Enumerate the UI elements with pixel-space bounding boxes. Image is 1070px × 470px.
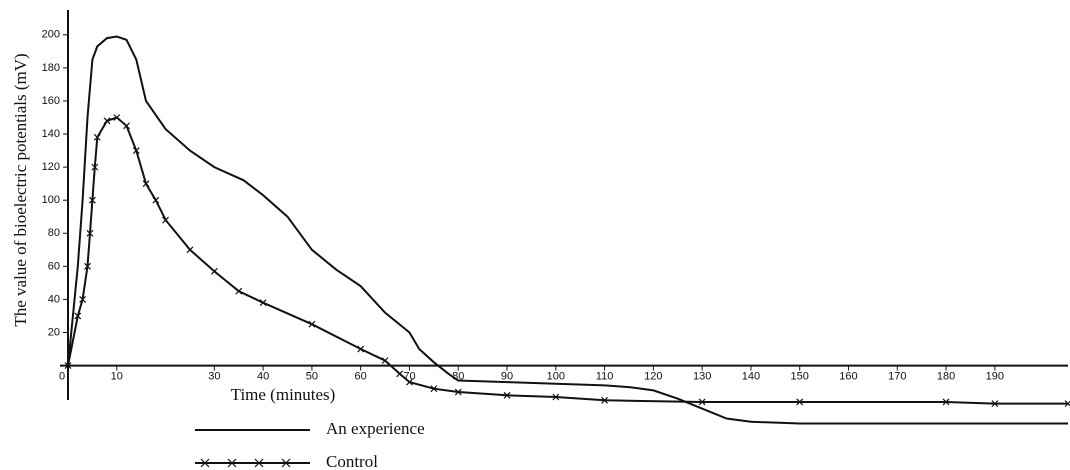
y-tick-label: 160 — [42, 95, 60, 107]
y-tick-label: 20 — [48, 326, 60, 338]
y-tick-label: 180 — [42, 62, 60, 74]
x-tick-label: 100 — [547, 370, 565, 382]
series-line — [67, 116, 1068, 405]
point-marker — [796, 398, 804, 406]
x-tick-label: 50 — [306, 370, 318, 382]
point-marker — [93, 133, 101, 141]
point-marker — [103, 117, 111, 125]
point-marker — [91, 163, 99, 171]
point-marker — [88, 196, 96, 204]
point-marker — [698, 398, 706, 406]
point-marker — [357, 345, 365, 353]
x-tick-label: 40 — [257, 370, 269, 382]
x-tick-label: 110 — [596, 370, 614, 382]
point-marker — [430, 385, 438, 393]
point-marker — [84, 262, 91, 270]
x-tick-label: 190 — [986, 370, 1004, 382]
y-tick-label: 140 — [42, 128, 60, 140]
x-tick-label: 60 — [355, 370, 367, 382]
x-tick-label: 180 — [937, 370, 955, 382]
point-marker — [454, 388, 462, 396]
y-tick-label: 80 — [48, 227, 60, 239]
point-marker — [381, 357, 389, 365]
point-marker — [113, 114, 121, 121]
point-marker — [235, 287, 243, 295]
series-line — [67, 35, 1068, 425]
x-tick-label: 10 — [111, 370, 123, 382]
legend-label: An experience — [326, 419, 425, 438]
x-tick-label: 120 — [644, 370, 662, 382]
legend-label: Control — [326, 452, 378, 470]
legend-marker — [254, 458, 264, 468]
point-marker — [210, 267, 218, 275]
point-marker — [259, 299, 267, 307]
point-marker — [132, 147, 140, 155]
point-marker — [74, 312, 82, 320]
point-marker — [86, 229, 94, 237]
y-axis-label: The value of bioelectric potentials (mV) — [11, 53, 30, 326]
y-tick-label: 60 — [48, 260, 60, 272]
x-axis-label: Time (minutes) — [231, 385, 336, 404]
x-tick-label: 150 — [791, 370, 809, 382]
point-marker — [503, 391, 511, 399]
point-marker — [396, 370, 404, 378]
point-marker — [162, 216, 169, 224]
y-tick-label: 200 — [42, 29, 60, 41]
point-marker — [142, 180, 150, 188]
point-marker — [601, 396, 609, 404]
x-tick-label: 90 — [501, 370, 513, 382]
x-tick-label: 70 — [403, 370, 415, 382]
x-tick-label: 140 — [742, 370, 760, 382]
x-tick-label: 170 — [888, 370, 906, 382]
point-marker — [186, 246, 194, 254]
point-marker — [79, 295, 87, 303]
x-tick-label: 160 — [839, 370, 857, 382]
y-tick-label: 100 — [42, 194, 60, 206]
x-tick-label: 130 — [693, 370, 711, 382]
point-marker — [152, 196, 160, 204]
point-marker — [406, 378, 413, 386]
point-marker — [308, 320, 316, 328]
legend-marker — [281, 458, 291, 468]
point-marker — [991, 400, 999, 408]
x-tick-label: 0 — [59, 370, 65, 382]
legend-marker — [227, 458, 237, 468]
point-marker — [552, 393, 560, 401]
y-tick-label: 120 — [42, 161, 60, 173]
y-tick-label: 40 — [48, 293, 60, 305]
point-marker — [1064, 400, 1070, 408]
point-marker — [942, 398, 950, 406]
point-marker — [64, 362, 72, 370]
legend-marker — [200, 458, 210, 468]
x-tick-label: 30 — [208, 370, 220, 382]
point-marker — [123, 122, 130, 130]
